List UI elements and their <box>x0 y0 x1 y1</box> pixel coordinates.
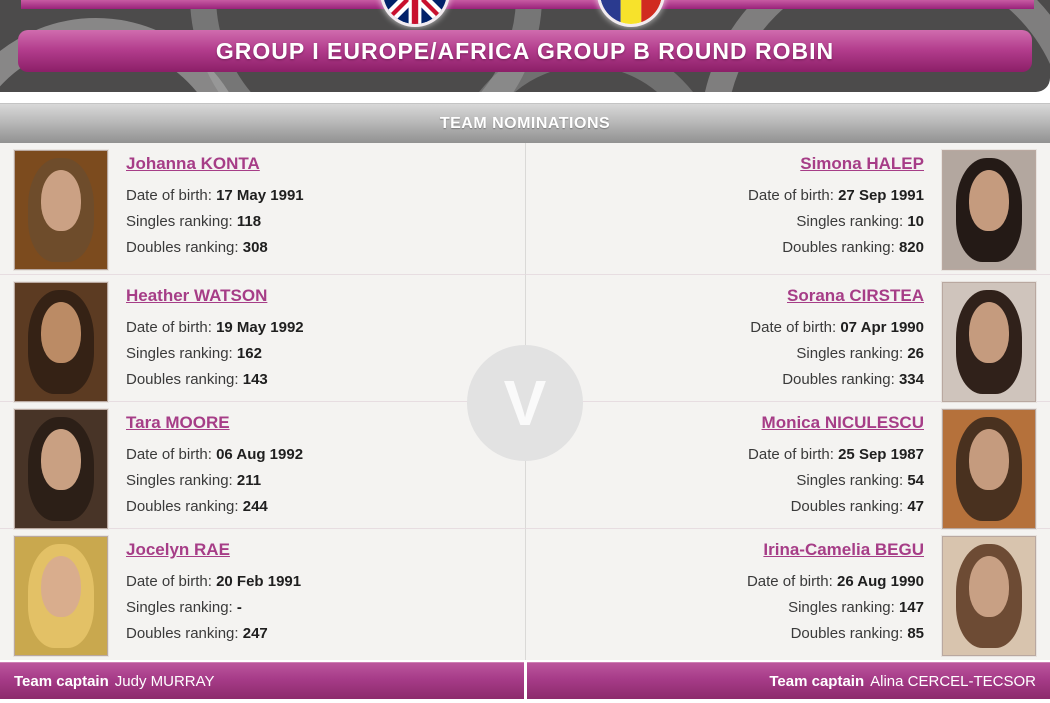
doubles-line: Doubles ranking: 47 <box>538 494 924 520</box>
dob-line: Date of birth: 17 May 1991 <box>126 183 513 209</box>
team-nominations-grid: Johanna KONTA Date of birth: 17 May 1991… <box>0 143 1050 660</box>
doubles-line: Doubles ranking: 247 <box>126 621 513 647</box>
dob-line: Date of birth: 06 Aug 1992 <box>126 442 513 468</box>
doubles-line: Doubles ranking: 143 <box>126 367 513 393</box>
captain-label: Team captain <box>14 673 109 690</box>
player-photo <box>942 409 1036 529</box>
player-name-link[interactable]: Monica NICULESCU <box>762 413 924 433</box>
captain-name: Alina CERCEL-TECSOR <box>870 673 1036 690</box>
captain-label: Team captain <box>769 673 864 690</box>
versus-letter: V <box>504 366 547 440</box>
player-photo <box>14 282 108 402</box>
player-name-link[interactable]: Sorana CIRSTEA <box>787 286 924 306</box>
page-title: GROUP I EUROPE/AFRICA GROUP B ROUND ROBI… <box>18 30 1032 72</box>
captain-bar-left: Team captain Judy MURRAY <box>0 662 524 699</box>
player-name-link[interactable]: Jocelyn RAE <box>126 540 230 560</box>
player-card: Heather WATSON Date of birth: 19 May 199… <box>0 275 525 402</box>
player-name-link[interactable]: Heather WATSON <box>126 286 267 306</box>
doubles-line: Doubles ranking: 85 <box>538 621 924 647</box>
player-card: Johanna KONTA Date of birth: 17 May 1991… <box>0 143 525 275</box>
player-card: Tara MOORE Date of birth: 06 Aug 1992 Si… <box>0 402 525 529</box>
player-name-link[interactable]: Tara MOORE <box>126 413 230 433</box>
player-photo <box>14 536 108 656</box>
player-card: Monica NICULESCU Date of birth: 25 Sep 1… <box>525 402 1050 529</box>
singles-line: Singles ranking: 162 <box>126 341 513 367</box>
player-photo <box>942 536 1036 656</box>
doubles-line: Doubles ranking: 334 <box>538 367 924 393</box>
player-photo <box>14 409 108 529</box>
singles-line: Singles ranking: 10 <box>538 209 924 235</box>
singles-line: Singles ranking: 54 <box>538 468 924 494</box>
dob-line: Date of birth: 27 Sep 1991 <box>538 183 924 209</box>
singles-line: Singles ranking: - <box>126 595 513 621</box>
page-header: GROUP I EUROPE/AFRICA GROUP B ROUND ROBI… <box>0 0 1050 92</box>
player-card: Jocelyn RAE Date of birth: 20 Feb 1991 S… <box>0 529 525 660</box>
section-header: TEAM NOMINATIONS <box>0 103 1050 143</box>
captain-bars: Team captain Judy MURRAY Team captain Al… <box>0 660 1050 699</box>
player-photo <box>14 150 108 270</box>
player-photo <box>942 282 1036 402</box>
dob-line: Date of birth: 25 Sep 1987 <box>538 442 924 468</box>
doubles-line: Doubles ranking: 244 <box>126 494 513 520</box>
player-name-link[interactable]: Irina-Camelia BEGU <box>763 540 924 560</box>
singles-line: Singles ranking: 211 <box>126 468 513 494</box>
dob-line: Date of birth: 20 Feb 1991 <box>126 569 513 595</box>
player-name-link[interactable]: Simona HALEP <box>800 154 924 174</box>
doubles-line: Doubles ranking: 820 <box>538 235 924 261</box>
player-photo <box>942 150 1036 270</box>
player-name-link[interactable]: Johanna KONTA <box>126 154 260 174</box>
dob-line: Date of birth: 07 Apr 1990 <box>538 315 924 341</box>
dob-line: Date of birth: 19 May 1992 <box>126 315 513 341</box>
doubles-line: Doubles ranking: 308 <box>126 235 513 261</box>
singles-line: Singles ranking: 26 <box>538 341 924 367</box>
versus-badge: V <box>467 345 583 461</box>
romania-flag-icon <box>600 0 662 24</box>
dob-line: Date of birth: 26 Aug 1990 <box>538 569 924 595</box>
player-card: Sorana CIRSTEA Date of birth: 07 Apr 199… <box>525 275 1050 402</box>
captain-name: Judy MURRAY <box>115 673 215 690</box>
singles-line: Singles ranking: 118 <box>126 209 513 235</box>
player-card: Simona HALEP Date of birth: 27 Sep 1991 … <box>525 143 1050 275</box>
player-card: Irina-Camelia BEGU Date of birth: 26 Aug… <box>525 529 1050 660</box>
captain-bar-right: Team captain Alina CERCEL-TECSOR <box>527 662 1050 699</box>
header-spacer <box>0 92 1050 103</box>
top-banner-strip <box>21 0 1034 9</box>
singles-line: Singles ranking: 147 <box>538 595 924 621</box>
